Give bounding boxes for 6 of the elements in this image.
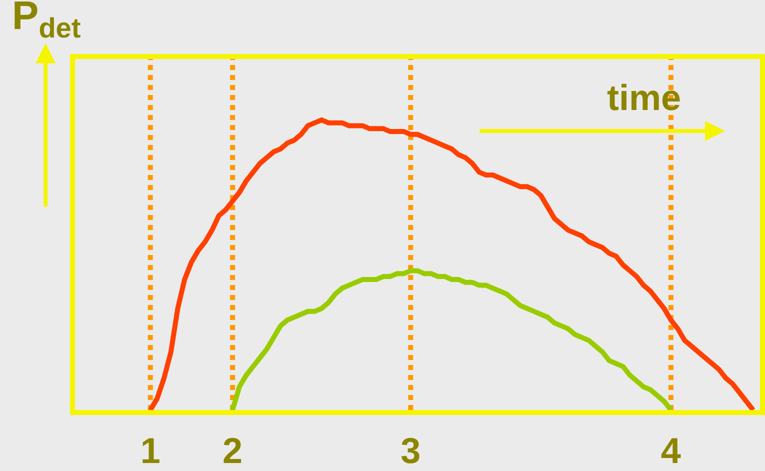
text: time bbox=[607, 77, 682, 118]
x-tick-label: 2 bbox=[222, 430, 243, 471]
y-axis-title: P$_{det}$ bbox=[12, 0, 81, 44]
x-tick-label: 3 bbox=[400, 430, 421, 471]
x-tick-label: 4 bbox=[660, 430, 681, 471]
x-tick-label: 1 bbox=[140, 430, 160, 471]
